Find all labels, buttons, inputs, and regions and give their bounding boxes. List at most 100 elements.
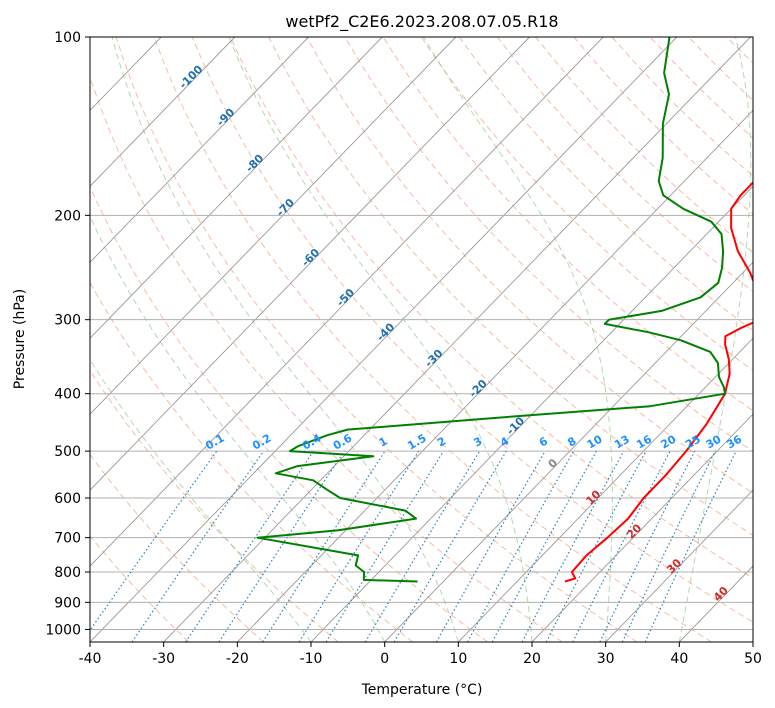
y-tick-label: 300 — [54, 313, 81, 329]
isotherm-label: 20 — [624, 521, 644, 541]
dry-adiabat — [90, 281, 414, 642]
mixing-ratio-label: 20 — [658, 432, 678, 451]
isotherm — [90, 37, 530, 491]
mixing-ratio-label: 1.5 — [405, 432, 428, 453]
isotherm — [90, 37, 457, 415]
temperature-profile — [564, 181, 753, 583]
y-tick-label: 100 — [54, 30, 81, 46]
mixing-ratio-label: 3 — [471, 435, 484, 450]
isotherm — [90, 37, 309, 263]
plot-annotations: 0.1 0.2 0.4 0.6 1 1.5 2 3 4 6 8 10 13 16 20 25 30 36-100-… — [177, 63, 745, 605]
dry-adiabat — [458, 37, 753, 332]
y-tick-label: 400 — [54, 387, 81, 403]
isotherm — [90, 37, 604, 567]
mixing-ratio-label: 30 — [704, 432, 724, 451]
dry-adiabat — [115, 37, 638, 642]
mixing-ratio-line — [131, 450, 265, 642]
axis-ticks: -40 -30 -20 -10 0 10 20 30 40 5010009008007006005… — [45, 30, 762, 667]
dry-adiabat — [497, 37, 753, 293]
mixing-ratio-label: 6 — [537, 434, 550, 449]
x-tick-label: 50 — [744, 651, 762, 667]
isotherm-label: -40 — [374, 320, 397, 343]
isotherm-label: -60 — [299, 246, 322, 269]
x-tick-label: -10 — [300, 651, 323, 667]
mixing-ratio-label: 8 — [565, 435, 578, 450]
isotherm-label: -50 — [334, 286, 357, 309]
y-tick-label: 700 — [54, 531, 81, 547]
mixing-ratio-label: 25 — [683, 433, 703, 452]
mixing-ratio-line — [599, 450, 696, 642]
isotherm — [237, 109, 753, 642]
isotherm — [310, 185, 753, 642]
chart-title: wetPf2_C2E6.2023.208.07.05.R18 — [285, 12, 558, 32]
x-tick-label: -20 — [226, 651, 249, 667]
mixing-ratio-line — [364, 450, 481, 642]
plot-frame — [89, 36, 754, 643]
x-tick-label: 0 — [380, 651, 389, 667]
mixing-ratio-label: 10 — [585, 432, 605, 451]
y-tick-label: 900 — [54, 595, 81, 611]
mixing-ratio-label: 16 — [634, 432, 654, 451]
moist-adiabat — [90, 358, 312, 642]
mixing-ratio-line — [572, 450, 671, 642]
isotherm — [384, 261, 753, 642]
mixing-ratio-line — [325, 450, 445, 642]
moist-adiabat — [228, 37, 533, 642]
x-tick-label: 30 — [597, 651, 615, 667]
mixing-ratio-line — [644, 450, 737, 642]
isotherm-label: -20 — [467, 377, 490, 400]
dry-adiabat — [90, 185, 488, 642]
y-tick-label: 600 — [54, 491, 81, 507]
dry-adiabat — [306, 37, 753, 494]
mixing-ratio-label: 1 — [377, 435, 390, 450]
y-axis-label: Pressure (hPa) — [12, 289, 28, 389]
mixing-ratio-label: 2 — [435, 435, 448, 450]
isotherm — [752, 641, 753, 642]
moist-adiabat — [111, 37, 459, 642]
dry-adiabat — [90, 75, 563, 642]
mixing-ratio-line — [435, 450, 546, 642]
isotherm-label: 10 — [583, 487, 603, 507]
mixing-ratio-line — [185, 450, 314, 642]
y-tick-label: 1000 — [45, 622, 81, 638]
isotherm-label: -80 — [243, 152, 266, 175]
mixing-ratio-line — [90, 450, 218, 632]
mixing-ratio-line — [491, 450, 597, 642]
isotherm-label: 40 — [711, 584, 731, 604]
moist-adiabat — [90, 215, 386, 642]
x-tick-label: 40 — [670, 651, 688, 667]
dry-adiabat — [688, 37, 753, 102]
mixing-ratio-line — [621, 450, 716, 642]
plot-grid — [90, 37, 753, 642]
mixing-ratio-label: 36 — [724, 432, 744, 451]
isotherm — [90, 37, 236, 187]
y-tick-label: 800 — [54, 565, 81, 581]
isotherm — [458, 337, 753, 642]
mixing-ratio-line — [218, 450, 345, 642]
isotherm — [531, 413, 753, 642]
mixing-ratio-label: 0.4 — [300, 431, 324, 452]
dry-adiabat — [90, 453, 264, 642]
isotherm — [605, 489, 753, 642]
mixing-ratio-line — [466, 450, 575, 642]
x-tick-label: -30 — [152, 651, 175, 667]
dry-adiabat — [535, 37, 753, 254]
moist-adiabat — [423, 37, 613, 642]
x-axis-label: Temperature (°C) — [361, 682, 483, 698]
mixing-ratio-line — [521, 450, 625, 642]
isotherm — [90, 37, 678, 642]
mixing-ratio-line — [262, 450, 386, 642]
isotherm — [90, 37, 383, 339]
dry-adiabat — [726, 37, 753, 64]
plot-series — [256, 37, 753, 583]
x-tick-label: -40 — [79, 651, 102, 667]
isotherm-label: -100 — [177, 63, 206, 92]
dry-adiabat — [649, 37, 753, 139]
dry-adiabat — [191, 37, 753, 623]
y-tick-label: 500 — [54, 444, 81, 460]
dewpoint-profile — [256, 37, 726, 583]
isotherm-label: 30 — [664, 556, 684, 576]
moist-adiabat — [678, 37, 752, 642]
x-tick-label: 10 — [449, 651, 467, 667]
